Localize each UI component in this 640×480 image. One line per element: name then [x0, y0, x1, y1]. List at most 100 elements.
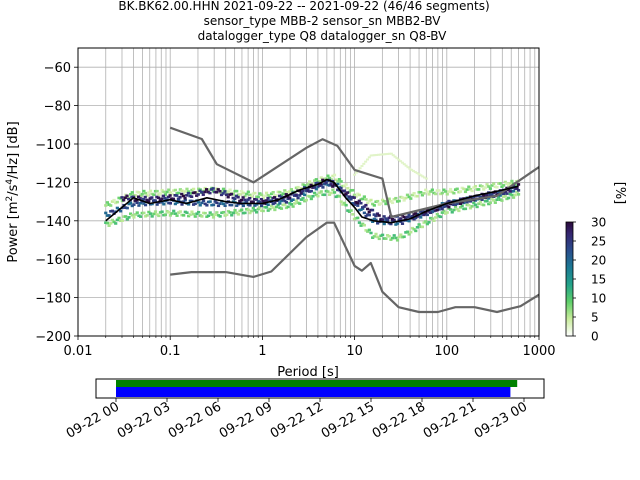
density-cell: [490, 192, 494, 196]
density-cell: [492, 199, 496, 202]
density-cell: [236, 195, 240, 199]
density-cell: [137, 214, 141, 218]
density-cell: [482, 193, 486, 197]
mean-curve-layer: [105, 178, 519, 224]
density-cell: [463, 190, 468, 194]
density-cell: [288, 202, 292, 205]
density-cell: [488, 193, 492, 197]
density-cell: [425, 213, 429, 217]
density-cell: [157, 193, 161, 196]
density-cell: [251, 192, 255, 195]
density-cell: [301, 183, 305, 186]
density-cell: [142, 202, 146, 205]
density-cell: [243, 198, 247, 202]
colorbar-tick-label: 10: [591, 292, 606, 306]
density-cell: [393, 155, 397, 158]
density-cell: [513, 187, 517, 191]
density-cell: [425, 222, 429, 226]
density-cell: [387, 197, 391, 201]
y-axis-label: Power [m2/s4/Hz] [dB]: [5, 121, 21, 262]
density-cell: [452, 208, 456, 212]
density-cell: [390, 201, 395, 205]
density-cell: [472, 201, 476, 205]
density-cell: [240, 208, 244, 212]
density-cell: [389, 200, 393, 203]
density-cell: [430, 217, 434, 221]
x-tick-label: 100: [434, 344, 459, 359]
density-cell: [361, 197, 365, 201]
density-cell: [371, 202, 375, 206]
density-cell: [453, 203, 458, 207]
x-tick-label: 0.01: [64, 344, 93, 359]
density-cell: [163, 213, 168, 217]
density-cell: [404, 164, 408, 167]
density-cell: [384, 153, 388, 156]
density-cell: [467, 185, 471, 189]
density-cell: [236, 202, 240, 206]
density-cell: [356, 192, 360, 196]
density-cell: [371, 236, 375, 239]
timeline-tick-label: 09-23 00: [472, 399, 530, 441]
density-cell: [293, 202, 297, 205]
density-cell: [235, 204, 239, 207]
density-cell: [407, 219, 411, 223]
density-cell: [296, 201, 300, 205]
density-cell: [278, 190, 282, 194]
density-cell: [422, 192, 426, 195]
density-cell: [513, 193, 517, 197]
density-cell: [168, 194, 172, 197]
density-cell: [352, 193, 357, 197]
density-cell: [127, 197, 131, 201]
density-cell: [231, 196, 235, 200]
colorbar-tick-label: 25: [591, 235, 606, 249]
density-cell: [284, 191, 289, 194]
density-cell: [490, 197, 494, 201]
density-cell: [497, 195, 501, 199]
density-cell: [258, 192, 262, 195]
density-cell: [324, 181, 328, 185]
density-cell: [284, 201, 289, 204]
density-cell: [198, 189, 202, 193]
density-cell: [268, 199, 272, 203]
ppsd-plot-area: 0.01 0.1 1 10 100 1000 −60 −80 −100 −120 −140 −160…: [35, 47, 556, 359]
density-cell: [136, 195, 141, 199]
low-noise-model-line: [170, 221, 539, 314]
density-cell: [283, 189, 287, 192]
density-cell: [153, 199, 157, 202]
density-cell: [109, 209, 113, 213]
density-cell: [158, 211, 163, 214]
density-cell: [344, 183, 348, 186]
density-cell: [412, 217, 416, 221]
density-cell: [216, 204, 221, 208]
density-cell: [382, 237, 386, 240]
density-cell: [241, 211, 245, 215]
density-cell: [462, 187, 466, 191]
density-cell: [351, 213, 355, 216]
density-cell: [306, 187, 310, 191]
density-cell: [273, 201, 277, 205]
density-cell: [419, 216, 423, 219]
density-cell: [180, 192, 184, 196]
density-cell: [373, 154, 377, 157]
mean-curve-line: [105, 178, 519, 224]
density-cell: [377, 153, 381, 156]
density-cell: [361, 222, 365, 226]
density-cell: [191, 191, 195, 195]
density-cell: [213, 200, 217, 203]
colorbar-label: [%]: [612, 182, 627, 205]
density-cell: [327, 193, 332, 196]
density-cell: [502, 184, 506, 187]
density-cell: [299, 198, 303, 201]
density-cell: [187, 190, 191, 193]
density-cell: [210, 213, 214, 216]
density-cell: [457, 190, 461, 194]
density-cell: [165, 209, 169, 213]
density-cell: [510, 179, 514, 183]
density-cell: [112, 198, 116, 202]
density-cell: [339, 200, 343, 203]
density-cell: [329, 178, 333, 181]
density-cell: [511, 196, 516, 199]
density-cell: [294, 193, 298, 197]
density-cell: [424, 212, 428, 216]
